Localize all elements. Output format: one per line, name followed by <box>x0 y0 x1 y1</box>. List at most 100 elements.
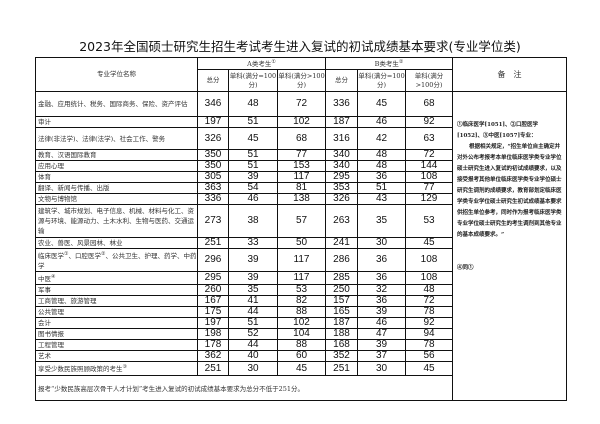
a-total-score: 305 <box>197 171 229 184</box>
header-b-single-100: 单科(满分=100分) <box>357 69 407 93</box>
b-single-gt100-score: 53 <box>405 204 454 239</box>
b-total-score: 326 <box>325 193 359 206</box>
b-total-score: 168 <box>325 339 359 352</box>
a-single-100-score: 45 <box>228 127 278 151</box>
b-single-gt100-score: 108 <box>405 171 454 184</box>
major-name: 军事 <box>35 284 198 297</box>
b-single-100-score: 36 <box>357 295 407 308</box>
a-single-gt100-score: 102 <box>276 116 327 129</box>
major-name: 审计 <box>35 116 198 129</box>
major-name: 文物与博物馆 <box>35 193 198 206</box>
b-single-gt100-score: 108 <box>405 271 454 286</box>
a-total-score: 363 <box>197 182 229 195</box>
b-total-score: 165 <box>325 306 359 319</box>
a-total-score: 197 <box>197 116 229 129</box>
b-total-score: 263 <box>325 204 359 239</box>
b-single-gt100-score: 129 <box>405 193 454 206</box>
a-total-score: 295 <box>197 271 229 286</box>
a-single-gt100-score: 45 <box>276 361 327 376</box>
b-single-gt100-score: 72 <box>405 149 454 162</box>
header-a-total: 总分 <box>197 69 229 93</box>
b-single-100-score: 36 <box>357 171 407 184</box>
b-total-score: 352 <box>325 350 359 363</box>
table-row: 法律(非法学)、法律(法学)、社会工作、警务 326 45 68 316 42 63 <box>35 127 567 151</box>
major-name: 教育、汉语国际教育 <box>35 149 198 162</box>
header-a-single-100: 单科(满分=100分) <box>228 69 278 93</box>
a-single-100-score: 39 <box>228 248 278 273</box>
b-single-gt100-score: 78 <box>405 306 454 319</box>
b-single-gt100-score: 78 <box>405 339 454 352</box>
a-single-gt100-score: 88 <box>276 339 327 352</box>
b-total-score: 187 <box>325 317 359 330</box>
a-single-gt100-score: 77 <box>276 149 327 162</box>
b-single-gt100-score: 48 <box>405 284 454 297</box>
b-single-100-score: 42 <box>357 127 407 151</box>
b-single-100-score: 35 <box>357 204 407 239</box>
a-total-score: 346 <box>197 91 229 118</box>
a-total-score: 273 <box>197 204 229 239</box>
b-single-gt100-score: 94 <box>405 328 454 341</box>
table-row: 翻译、新闻与传播、出版 363 54 81 353 51 77 <box>35 182 567 195</box>
a-total-score: 260 <box>197 284 229 297</box>
major-name: 翻译、新闻与传播、出版 <box>35 182 198 195</box>
table-row: 艺术 362 40 60 352 37 56 <box>35 350 567 363</box>
a-total-score: 251 <box>197 361 229 376</box>
b-total-score: 157 <box>325 295 359 308</box>
a-total-score: 197 <box>197 317 229 330</box>
b-total-score: 336 <box>325 91 359 118</box>
a-total-score: 326 <box>197 127 229 151</box>
b-single-100-score: 39 <box>357 306 407 319</box>
a-single-gt100-score: 81 <box>276 182 327 195</box>
header-b-total: 总分 <box>325 69 359 93</box>
a-single-gt100-score: 138 <box>276 193 327 206</box>
b-single-100-score: 36 <box>357 271 407 286</box>
a-single-100-score: 35 <box>228 284 278 297</box>
b-single-gt100-score: 92 <box>405 317 454 330</box>
header-major-name: 专业学位名称 <box>35 56 198 93</box>
a-total-score: 167 <box>197 295 229 308</box>
b-single-100-score: 47 <box>357 328 407 341</box>
note-2: 根据相关规定，“招生单位自主确定并对外公布考报考本单位临床医学类专业学位硕士研究… <box>457 144 562 239</box>
major-name: 中医④ <box>35 271 198 286</box>
a-single-gt100-score: 153 <box>276 160 327 173</box>
header-notes: 备 注 <box>452 56 568 93</box>
a-single-gt100-score: 57 <box>276 204 327 239</box>
b-total-score: 188 <box>325 328 359 341</box>
a-total-score: 350 <box>197 149 229 162</box>
b-single-gt100-score: 108 <box>405 248 454 273</box>
b-total-score: 187 <box>325 116 359 129</box>
a-total-score: 350 <box>197 160 229 173</box>
major-name: 工商管理、旅游管理 <box>35 295 198 308</box>
a-single-100-score: 46 <box>228 193 278 206</box>
a-total-score: 198 <box>197 328 229 341</box>
b-single-100-score: 46 <box>357 116 407 129</box>
b-total-score: 353 <box>325 182 359 195</box>
a-single-100-score: 40 <box>228 350 278 363</box>
b-total-score: 250 <box>325 284 359 297</box>
a-single-gt100-score: 117 <box>276 171 327 184</box>
b-single-gt100-score: 45 <box>405 361 454 376</box>
b-single-100-score: 46 <box>357 317 407 330</box>
score-table: 专业学位名称 A类考生① B类考生② 备 注 总分 单科(满分=100分) 单科… <box>34 56 568 401</box>
b-single-100-score: 30 <box>357 237 407 250</box>
a-single-100-score: 48 <box>228 91 278 118</box>
a-single-100-score: 51 <box>228 160 278 173</box>
b-total-score: 241 <box>325 237 359 250</box>
b-single-gt100-score: 68 <box>405 91 454 118</box>
b-total-score: 316 <box>325 127 359 151</box>
a-single-100-score: 54 <box>228 182 278 195</box>
b-single-gt100-score: 144 <box>405 160 454 173</box>
a-single-gt100-score: 102 <box>276 317 327 330</box>
b-single-100-score: 30 <box>357 361 407 376</box>
a-single-100-score: 51 <box>228 116 278 129</box>
table-row: 金融、应用统计、税务、国际商务、保险、资产评估 346 48 72 336 45 68 ①临床… <box>35 91 568 401</box>
major-name: 建筑学、城市规划、电子信息、机械、材料与化工、资源与环境、能源动力、土木水利、生… <box>35 204 198 239</box>
major-name: 艺术 <box>35 350 198 363</box>
a-single-100-score: 51 <box>228 317 278 330</box>
table-row: 体育 305 39 117 295 36 108 <box>35 171 567 184</box>
a-single-100-score: 39 <box>228 171 278 184</box>
a-single-gt100-score: 53 <box>276 284 327 297</box>
a-single-100-score: 51 <box>228 149 278 162</box>
page-title: 2023年全国硕士研究生招生考试考生进入复试的初试成绩基本要求(专业学位类) <box>79 39 521 54</box>
major-name: 法律(非法学)、法律(法学)、社会工作、警务 <box>35 127 198 151</box>
